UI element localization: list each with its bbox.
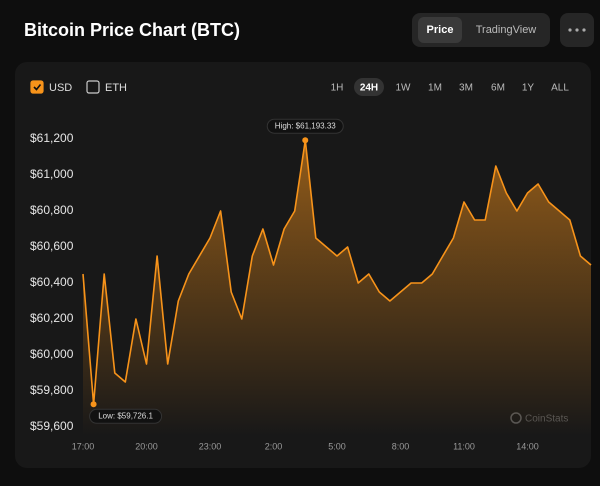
- y-tick-label: $60,000: [30, 347, 74, 361]
- annotation: Low: $59,726.1: [98, 411, 153, 420]
- x-tick-label: 17:00: [72, 441, 95, 451]
- x-tick-label: 23:00: [199, 441, 222, 451]
- annotation: High: $61,193.33: [275, 121, 336, 130]
- checkbox-label[interactable]: USD: [49, 82, 72, 94]
- menu-dot: [582, 28, 586, 32]
- x-tick-label: 5:00: [328, 441, 346, 451]
- x-tick-label: 8:00: [392, 441, 410, 451]
- annotation-box: [89, 408, 163, 424]
- extreme-marker: [302, 137, 309, 144]
- range-button[interactable]: 1W: [396, 83, 412, 94]
- x-tick-label: 20:00: [135, 441, 158, 451]
- range-button[interactable]: 1M: [428, 83, 442, 94]
- y-tick-label: $60,200: [30, 311, 74, 325]
- price-line: [82, 139, 592, 406]
- tab-label[interactable]: TradingView: [476, 24, 537, 36]
- range-button[interactable]: 1Y: [522, 83, 535, 94]
- range-button[interactable]: 1H: [331, 83, 344, 94]
- range-button[interactable]: 3M: [459, 83, 473, 94]
- menu-dot: [568, 28, 572, 32]
- y-tick-label: $60,600: [30, 239, 74, 253]
- x-tick-label: 11:00: [453, 441, 475, 451]
- x-tick-label: 2:00: [265, 441, 283, 451]
- checkbox[interactable]: [86, 80, 100, 94]
- range-button[interactable]: ALL: [551, 83, 569, 94]
- x-tick-label: 14:00: [516, 441, 539, 451]
- extreme-marker: [90, 401, 97, 408]
- range-button[interactable]: 24H: [360, 83, 378, 94]
- check-mark: [33, 84, 42, 91]
- y-tick-label: $61,000: [30, 167, 74, 181]
- tab[interactable]: [418, 17, 462, 43]
- tab-label[interactable]: Price: [427, 24, 454, 36]
- y-tick-label: $59,600: [30, 419, 74, 433]
- y-tick-label: $61,200: [30, 131, 74, 145]
- y-tick-label: $59,800: [30, 383, 74, 397]
- y-tick-label: $60,400: [30, 275, 74, 289]
- price-area: [83, 140, 591, 436]
- checkbox[interactable]: [30, 80, 44, 94]
- page-title: Bitcoin Price Chart (BTC): [24, 20, 240, 40]
- menu-dot: [575, 28, 579, 32]
- range-active-bg[interactable]: [354, 78, 384, 96]
- y-tick-label: $60,800: [30, 203, 74, 217]
- annotation-box: [266, 118, 344, 134]
- checkbox-label[interactable]: ETH: [105, 82, 127, 94]
- range-button[interactable]: 6M: [491, 83, 505, 94]
